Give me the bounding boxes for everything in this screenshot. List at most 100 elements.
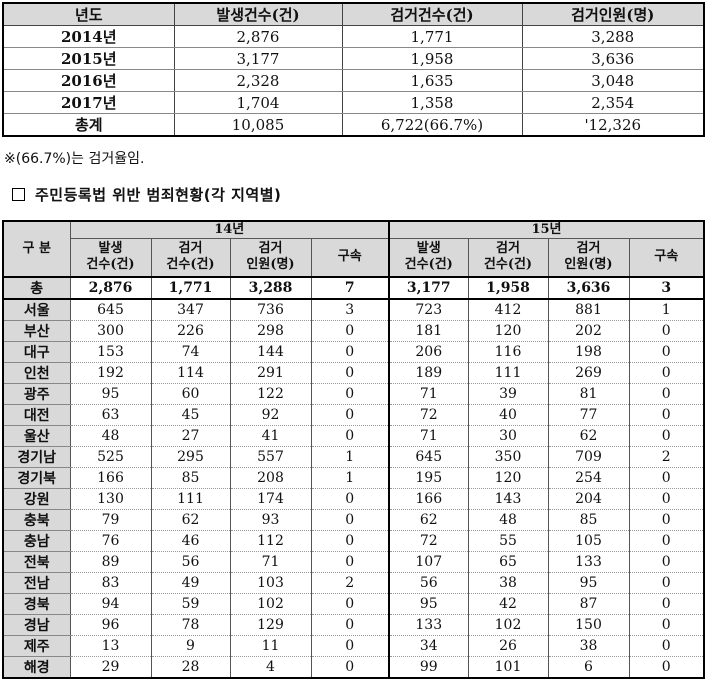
region-value-cell: 4 [229,656,311,678]
summary-row: 2017년 1,704 1,358 2,354 [3,91,704,114]
region-name-cell: 제주 [3,635,70,657]
region-value-cell: 0 [310,656,389,678]
region-value-cell: 41 [229,425,311,447]
summary-value-cell: 3,177 [173,47,342,70]
region-name-cell: 경기북 [3,467,70,489]
summary-value-cell: 3,048 [521,69,704,92]
region-row: 경기북 166 85 208 1 195 120 254 0 [3,467,704,489]
region-value-cell: 71 [388,425,468,447]
region-value-cell: 99 [388,656,468,678]
region-value-cell: 46 [150,530,230,552]
region-value-cell: 3,636 [547,275,629,300]
region-value-cell: 49 [150,572,230,594]
region-value-cell: 45 [150,404,230,426]
region-value-cell: 74 [150,341,230,363]
summary-year-cell: 2017년 [3,91,174,114]
region-row: 충북 79 62 93 0 62 48 85 0 [3,509,704,531]
region-value-cell: 83 [69,572,151,594]
region-row: 서울 645 347 736 3 723 412 881 1 [3,298,704,321]
region-value-cell: 709 [547,446,629,468]
region-value-cell: 881 [547,298,629,321]
region-value-cell: 0 [628,551,704,573]
summary-value-cell: 3,636 [521,47,704,70]
region-name-cell: 대구 [3,341,70,363]
summary-value-cell: 1,635 [341,69,522,92]
summary-row: 2015년 3,177 1,958 3,636 [3,47,704,70]
region-value-cell: 2,876 [69,275,151,300]
region-value-cell: 0 [628,488,704,510]
region-row: 제주 13 9 11 0 34 26 38 0 [3,635,704,657]
region-value-cell: 62 [150,509,230,531]
region-row: 경북 94 59 102 0 95 42 87 0 [3,593,704,615]
region-value-cell: 0 [628,383,704,405]
region-row: 부산 300 226 298 0 181 120 202 0 [3,320,704,342]
region-name-cell: 울산 [3,425,70,447]
region-value-cell: 166 [69,467,151,489]
region-value-cell: 95 [69,383,151,405]
region-value-cell: 204 [547,488,629,510]
region-value-cell: 557 [229,446,311,468]
region-value-cell: 27 [150,425,230,447]
summary-row: 총계 10,085 6,722(66.7%) '12,326 [3,113,704,136]
region-value-cell: 347 [150,298,230,321]
summary-row: 2014년 2,876 1,771 3,288 [3,25,704,48]
region-row: 대전 63 45 92 0 72 40 77 0 [3,404,704,426]
region-value-cell: 59 [150,593,230,615]
region-value-cell: 144 [229,341,311,363]
region-value-cell: 202 [547,320,629,342]
region-value-cell: 48 [467,509,548,531]
summary-header-cell: 발생건수(건) [173,3,342,26]
region-value-cell: 0 [310,614,389,636]
region-value-cell: 645 [388,446,468,468]
summary-value-cell: 2,876 [173,25,342,48]
region-value-cell: 111 [467,362,548,384]
region-row: 경기남 525 295 557 1 645 350 709 2 [3,446,704,468]
region-value-cell: 2 [310,572,389,594]
region-value-cell: 13 [69,635,151,657]
region-value-cell: 0 [628,509,704,531]
region-value-cell: 77 [547,404,629,426]
region-value-cell: 63 [69,404,151,426]
region-value-cell: 105 [547,530,629,552]
total-row: 총 2,876 1,771 3,288 7 3,177 1,958 3,636 3 [3,275,704,300]
region-name-cell: 전북 [3,551,70,573]
region-value-cell: 0 [628,614,704,636]
sub-header-cell: 발생 건수(건) [388,238,469,277]
region-value-cell: 295 [150,446,230,468]
region-value-cell: 92 [229,404,311,426]
region-value-cell: 40 [467,404,548,426]
summary-year-cell: 2016년 [3,69,174,92]
region-value-cell: 78 [150,614,230,636]
region-value-cell: 56 [150,551,230,573]
region-value-cell: 0 [628,530,704,552]
region-value-cell: 94 [69,593,151,615]
summary-year-cell: 총계 [3,113,174,136]
region-value-cell: 95 [388,593,468,615]
region-value-cell: 0 [628,320,704,342]
region-value-cell: 192 [69,362,151,384]
region-name-cell: 충남 [3,530,70,552]
region-value-cell: 95 [547,572,629,594]
region-value-cell: 38 [467,572,548,594]
region-value-cell: 2 [628,446,704,468]
summary-header-cell: 년도 [3,3,174,26]
region-value-cell: 93 [229,509,311,531]
region-value-cell: 114 [150,362,230,384]
region-value-cell: 89 [69,551,151,573]
region-row: 울산 48 27 41 0 71 30 62 0 [3,425,704,447]
region-row: 충남 76 46 112 0 72 55 105 0 [3,530,704,552]
region-value-cell: 38 [547,635,629,657]
region-value-cell: 85 [547,509,629,531]
region-value-cell: 1 [628,298,704,321]
region-value-cell: 6 [547,656,629,678]
region-value-cell: 3,288 [229,275,311,300]
region-value-cell: 72 [388,530,468,552]
region-value-cell: 0 [310,488,389,510]
summary-header-row: 년도 발생건수(건) 검거건수(건) 검거인원(명) [3,3,704,26]
region-row: 경남 96 78 129 0 133 102 150 0 [3,614,704,636]
region-value-cell: 412 [467,298,548,321]
region-value-cell: 9 [150,635,230,657]
regional-sub-header-row: 발생 건수(건) 검거 건수(건) 검거 인원(명) 구속 발생 건수(건) 검거 건수(… [3,238,705,277]
region-value-cell: 26 [467,635,548,657]
region-value-cell: 298 [229,320,311,342]
